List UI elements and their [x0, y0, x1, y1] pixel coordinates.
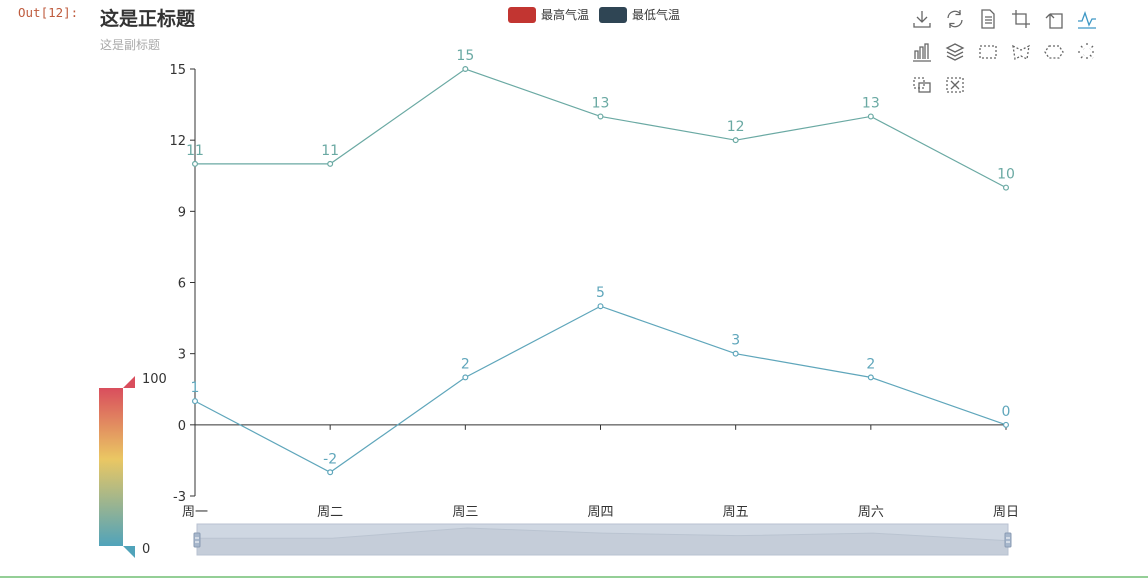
y-axis-tick-label: 0 [178, 419, 186, 434]
y-axis-tick-label: 12 [169, 134, 186, 149]
legend-swatch-min-temp [599, 6, 628, 23]
data-label: 12 [727, 119, 745, 135]
y-axis-tick-label: 3 [178, 348, 186, 363]
labels-layer: 11 11 15 13 12 13 10 1 -2 2 5 3 2 0 [186, 48, 1015, 467]
y-axis-tick-label: 15 [169, 63, 186, 78]
data-label: 15 [456, 48, 474, 64]
data-point [192, 160, 199, 167]
x-axis-tick-label: 周日 [993, 505, 1019, 520]
bar-type-icon[interactable] [911, 41, 933, 63]
data-label: 2 [866, 356, 875, 372]
visual-map-min-label: 0 [142, 542, 151, 557]
zoom-handle-left[interactable] [193, 532, 201, 548]
data-zoom-slider [193, 523, 1012, 556]
data-point [867, 374, 874, 381]
line-type-icon[interactable] [1076, 8, 1098, 30]
data-point [327, 160, 334, 167]
visual-map-handle-top [123, 376, 135, 388]
visual-map-max-label: 100 [142, 372, 167, 387]
x-axis-tick-label: 周二 [317, 505, 343, 520]
data-view-icon[interactable] [977, 8, 999, 30]
data-point [327, 469, 334, 476]
x-axis-tick-label: 周四 [587, 505, 613, 520]
data-label: 11 [186, 143, 204, 159]
brush-mode-icon[interactable] [911, 74, 933, 96]
zoom-handle-right[interactable] [1004, 532, 1012, 548]
x-axis-tick-label: 周五 [723, 505, 749, 520]
clear-select-icon[interactable] [1076, 41, 1098, 63]
y-axis-tick-label: 6 [178, 277, 186, 292]
data-label: 13 [592, 95, 610, 111]
data-label: 0 [1002, 404, 1011, 420]
data-label: 11 [321, 143, 339, 159]
data-label: -2 [323, 451, 337, 467]
legend-item-max-temp[interactable]: 最高气温 [508, 6, 589, 23]
visual-map-bar [99, 388, 123, 546]
visual-map-handle-bottom [123, 546, 135, 558]
x-axis-tick-label: 周三 [452, 505, 478, 520]
data-point [192, 398, 199, 405]
brush-clear-icon[interactable] [944, 74, 966, 96]
y-axis-tick-label: 9 [178, 205, 186, 220]
series-line-1 [194, 305, 1007, 473]
data-point [732, 137, 739, 144]
data-point [597, 303, 604, 310]
visual-map[interactable]: 100 0 [99, 372, 179, 564]
cell-bottom-border [0, 576, 1148, 578]
polygon-select-icon[interactable] [1010, 41, 1032, 63]
data-label: 1 [191, 380, 200, 396]
chart-subtitle: 这是副标题 [100, 38, 161, 52]
data-point [597, 113, 604, 120]
legend-label-max-temp: 最高气温 [541, 8, 590, 22]
data-point [867, 113, 874, 120]
x-axis-tick-label: 周六 [858, 505, 884, 520]
data-point [732, 350, 739, 357]
legend-item-min-temp[interactable]: 最低气温 [599, 6, 680, 23]
data-label: 13 [862, 95, 880, 111]
refresh-icon[interactable] [944, 8, 966, 30]
data-point [462, 374, 469, 381]
data-label: 3 [731, 333, 740, 349]
download-icon[interactable] [911, 8, 933, 30]
y-axis-tick-label: -3 [173, 490, 186, 505]
data-label: 2 [461, 356, 470, 372]
legend: 最高气温 最低气温 [508, 6, 690, 23]
data-label: 5 [596, 285, 605, 301]
x-axis-tick-label: 周一 [182, 505, 208, 520]
legend-label-min-temp: 最低气温 [632, 8, 681, 22]
keep-select-icon[interactable] [1043, 41, 1065, 63]
rect-select-icon[interactable] [977, 41, 999, 63]
zoom-selection [196, 523, 1009, 556]
data-point [462, 65, 469, 72]
data-point [1002, 421, 1009, 428]
zoom-reset-icon[interactable] [1043, 8, 1065, 30]
chart-title: 这是正标题 [100, 8, 196, 30]
output-prompt: Out[12]: [18, 5, 79, 20]
data-point [1002, 184, 1009, 191]
stack-icon[interactable] [944, 41, 966, 63]
data-label: 10 [997, 167, 1015, 183]
zoom-icon[interactable] [1010, 8, 1032, 30]
series-layer [192, 65, 1009, 476]
legend-swatch-max-temp [508, 6, 536, 23]
series-line-0 [195, 68, 1007, 189]
